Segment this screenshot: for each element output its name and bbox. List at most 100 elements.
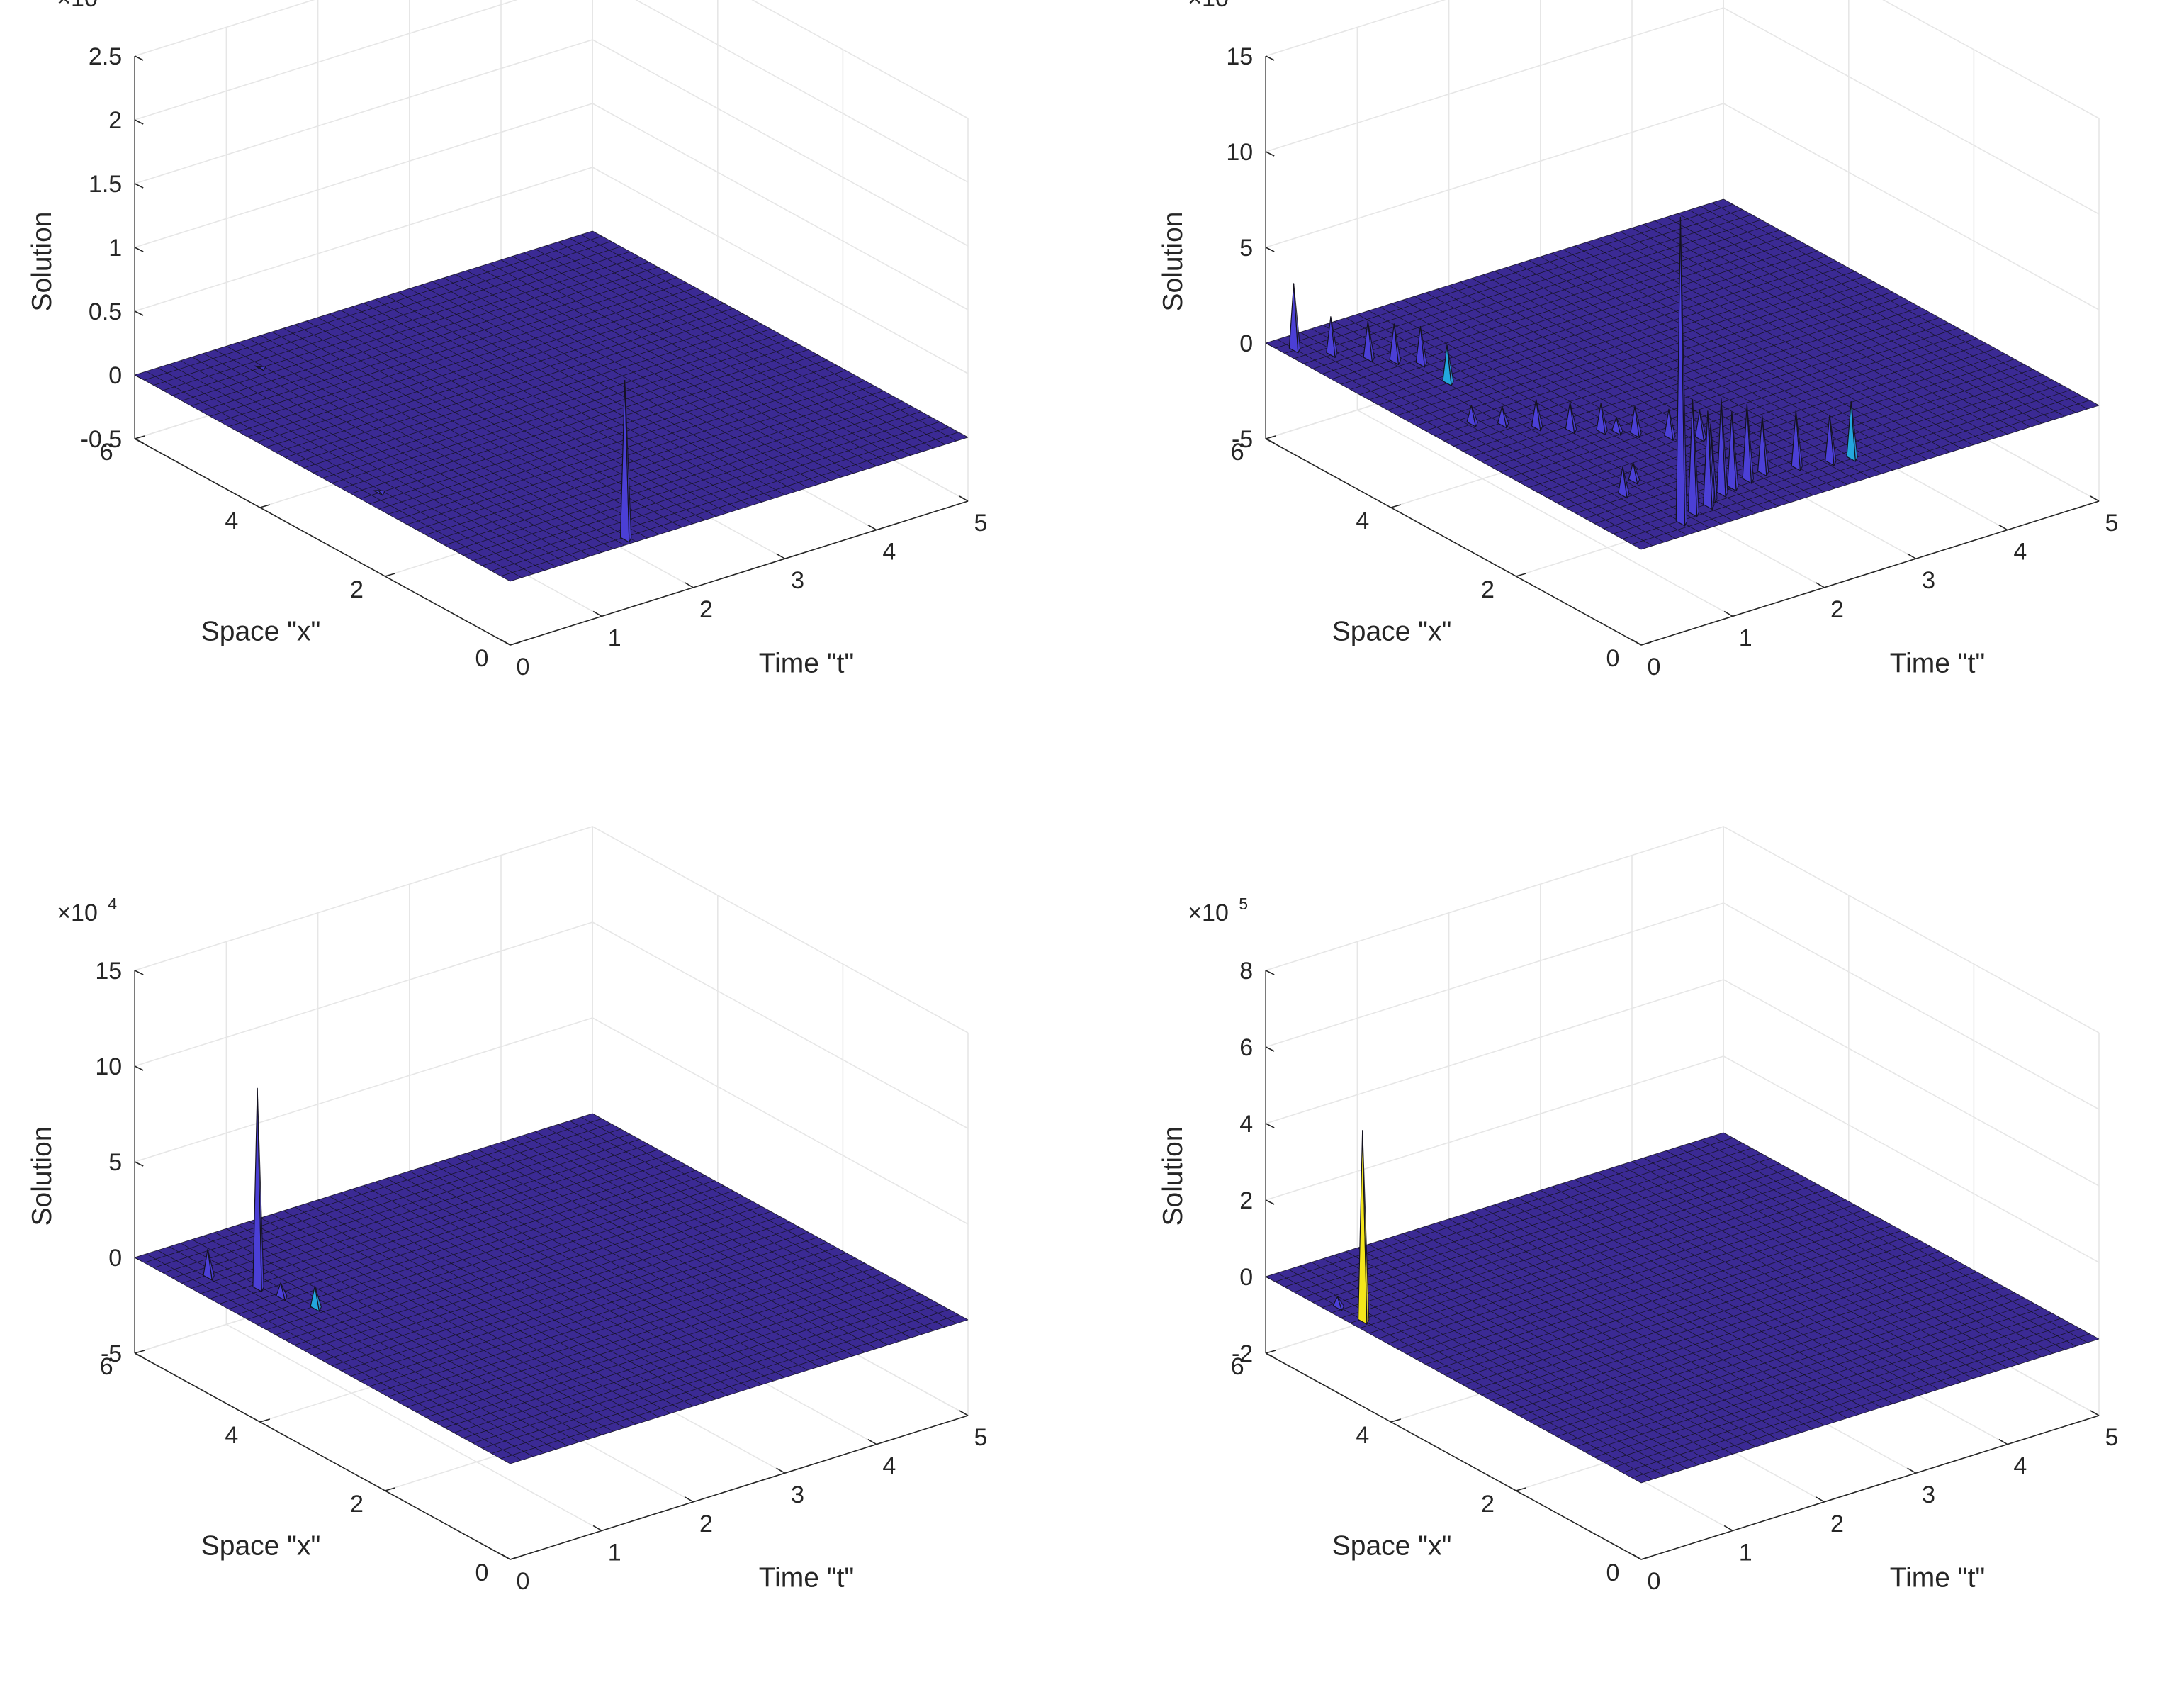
time-tick: [776, 1467, 786, 1474]
time-tick-label: 1: [1739, 624, 1752, 651]
z-tick: [134, 1065, 144, 1071]
mesh-line: [1443, 296, 1902, 442]
z-tick: [1265, 1199, 1275, 1205]
z-tick: [134, 970, 144, 975]
mesh-line: [388, 1253, 846, 1397]
z-tick-label: 0: [108, 362, 122, 389]
z-tick: [134, 55, 144, 61]
mesh-line: [1293, 1148, 1752, 1293]
mesh-line: [341, 1226, 799, 1372]
mesh-line: [1266, 1132, 1724, 1277]
time-tick-label: 2: [1830, 1511, 1844, 1537]
mesh-line: [1481, 317, 1940, 462]
time-tick: [959, 1410, 969, 1416]
mesh-line: [1331, 235, 1790, 380]
z-tick: [1265, 151, 1275, 157]
mesh-line: [228, 1165, 687, 1310]
peaks: [254, 365, 632, 543]
time-tick-label: 3: [1922, 567, 1935, 594]
space-tick-label: 6: [1231, 439, 1244, 466]
mesh-line: [1594, 379, 2052, 525]
surface-plot-bottom-left: -5 0 5 10 15 0 2 4 6 0 1 2 3 4 5 Solution Space "x" Time …: [27, 826, 987, 1595]
space-tick-label: 0: [1606, 645, 1620, 672]
time-axis-line: [510, 1415, 969, 1560]
peaks: [1288, 216, 1858, 527]
mesh-line: [153, 241, 612, 386]
mesh-line: [144, 235, 602, 381]
space-tick-label: 0: [475, 1559, 489, 1586]
mesh-line: [1303, 1153, 1762, 1298]
mesh-line: [1434, 291, 1893, 437]
mesh-line: [200, 267, 659, 412]
space-axis-title: Space "x": [1332, 1531, 1452, 1562]
mesh-line: [1584, 374, 2043, 519]
space-tick-label: 6: [100, 1353, 113, 1380]
mesh-line: [472, 416, 931, 561]
mesh-line: [303, 1206, 762, 1351]
space-tick-label: 4: [225, 1422, 238, 1449]
z-tick-label: 5: [108, 1149, 122, 1176]
mesh-line: [454, 1288, 912, 1433]
mesh-line: [219, 277, 677, 422]
time-tick: [1632, 1554, 1642, 1560]
mesh-line: [1500, 1261, 1959, 1406]
mesh-line: [1575, 369, 2034, 514]
space-tick: [1516, 573, 1526, 577]
mesh-line: [1275, 203, 1733, 349]
z-tick-label: 2: [108, 107, 122, 134]
mesh-line: [1472, 312, 1930, 457]
mesh-line: [510, 1319, 969, 1464]
peak-face: [1746, 403, 1755, 484]
z-tick: [1265, 55, 1275, 61]
time-tick-label: 5: [974, 510, 988, 537]
mesh-line: [1275, 1137, 1733, 1282]
mesh-line: [332, 1221, 790, 1367]
mesh-line: [247, 292, 706, 437]
surface: [1266, 1132, 2100, 1484]
time-tick-label: 4: [2013, 539, 2027, 566]
space-tick-label: 0: [1606, 1559, 1620, 1586]
space-tick-label: 0: [475, 645, 489, 672]
space-tick-label: 2: [350, 1491, 364, 1518]
space-axis-line: [134, 438, 511, 646]
z-tick: [134, 1161, 144, 1167]
z-tick-label: 8: [1239, 958, 1253, 985]
time-tick: [776, 553, 786, 559]
z-tick: [134, 183, 144, 189]
z-tick-label: 15: [95, 958, 122, 985]
z-tick-label: 0: [1239, 330, 1253, 357]
peak-face: [1502, 405, 1509, 429]
mesh-line: [1387, 266, 1846, 410]
time-tick: [592, 610, 602, 617]
mesh-line: [388, 370, 846, 515]
mesh-line: [247, 1175, 706, 1320]
time-tick-label: 2: [699, 1511, 713, 1537]
time-tick: [1815, 1496, 1825, 1503]
z-axis-title: Solution: [1158, 212, 1188, 312]
z-tick-label: -2: [1232, 1340, 1253, 1367]
z-tick-label: 0: [108, 1245, 122, 1272]
z-axis-title: Solution: [27, 212, 57, 312]
mesh-line: [1378, 260, 1837, 405]
surface-plot-top-left: -0.5 0 0.5 1 1.5 2 2.5 0 2 4 6 0 1 2 3 4 5 Solution Space …: [27, 0, 987, 680]
mesh-line: [444, 1283, 903, 1428]
peak-face: [1829, 415, 1837, 466]
mesh-line: [210, 271, 668, 417]
peak-face: [1731, 411, 1739, 492]
mesh-line: [407, 1262, 865, 1408]
z-tick-label: -0.5: [81, 426, 123, 453]
mesh-line: [1547, 1287, 2005, 1432]
z-tick-label: 2.5: [89, 43, 122, 70]
mesh-line: [181, 256, 640, 401]
peak-face: [1699, 410, 1707, 442]
time-axis-title: Time "t": [759, 649, 855, 679]
mesh-line: [350, 349, 809, 494]
mesh-line: [1397, 271, 1855, 416]
peak-face: [1707, 410, 1715, 510]
mesh-line: [191, 1144, 649, 1289]
mesh-line: [237, 287, 697, 432]
mesh-line: [1463, 1240, 1921, 1386]
peak-face: [1692, 398, 1700, 517]
mesh-line: [463, 1294, 921, 1439]
mesh-line: [275, 1190, 733, 1335]
